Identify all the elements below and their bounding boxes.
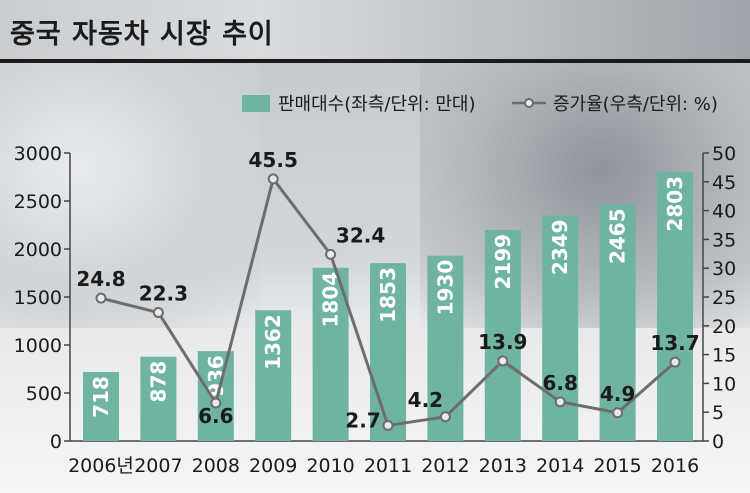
bar-value-label: 1853 [376, 267, 400, 323]
growth-value-label: 32.4 [336, 223, 385, 247]
x-tick-label: 2013 [479, 455, 527, 477]
growth-value-label: 22.3 [139, 282, 188, 306]
legend-bar-swatch [242, 95, 270, 112]
x-tick-label: 2009 [249, 455, 297, 477]
bar [370, 263, 406, 441]
title-banner [0, 0, 750, 62]
growth-value-label: 6.6 [198, 404, 233, 428]
legend: 판매대수(좌측/단위: 만대) 증가율(우측/단위: %) [242, 94, 718, 115]
left-tick-label: 2500 [14, 191, 62, 213]
right-tick-label: 0 [712, 431, 724, 453]
growth-value-label: 45.5 [249, 148, 298, 172]
x-tick-label: 2007 [134, 455, 182, 477]
bar [484, 229, 521, 441]
background-photo-highlight [0, 63, 260, 328]
left-tick-label: 500 [26, 383, 62, 405]
growth-value-label: 13.9 [478, 330, 527, 354]
title-underline [0, 59, 750, 63]
data-labels: 24.8 22.3 6.6 45.5 32.4 2.7 4.2 13.9 6.8 4.9 13.7 [76, 148, 699, 433]
x-tick-label: 2008 [192, 455, 240, 477]
bar [197, 351, 234, 441]
chart-title: 중국 자동차 시장 추이 [10, 19, 274, 50]
growth-point [152, 307, 164, 319]
bar [255, 310, 292, 441]
growth-value-label: 13.7 [650, 331, 699, 355]
left-tick-label: 3000 [14, 143, 62, 165]
right-tick-label: 40 [712, 201, 736, 223]
background-photo-shadow [420, 63, 750, 328]
x-tick-label: 2012 [421, 455, 469, 477]
right-tick-label: 45 [712, 172, 736, 194]
legend-bar-label: 판매대수(좌측/단위: 만대) [278, 94, 476, 115]
growth-value-label: 24.8 [76, 267, 125, 291]
bar [427, 255, 464, 441]
bar-value-label: 2803 [663, 176, 687, 232]
right-tick-label: 30 [712, 258, 736, 280]
bar-value-label: 2465 [606, 208, 630, 264]
left-tick-label: 1500 [14, 287, 62, 309]
right-tick-label: 35 [712, 229, 736, 251]
growth-point [439, 411, 451, 423]
growth-point [497, 355, 509, 367]
x-tick-label: 2014 [536, 455, 584, 477]
right-tick-label: 15 [712, 345, 736, 367]
bar-value-label: 878 [146, 361, 170, 403]
growth-point [95, 292, 107, 304]
bar [312, 267, 349, 441]
growth-point [210, 397, 222, 409]
right-tick-label: 10 [712, 373, 736, 395]
right-tick-label: 50 [712, 143, 736, 165]
left-tick-label: 0 [50, 431, 62, 453]
x-tick-label: 2010 [306, 455, 354, 477]
growth-point [325, 248, 337, 260]
legend-line-marker [524, 98, 534, 108]
left-tick-label: 2000 [14, 239, 62, 261]
axes: 0 500 1000 1500 2000 2500 3000 0 5 10 15 20 25 30 35 40… [14, 143, 737, 477]
growth-line [95, 173, 681, 431]
bar-value-label: 2199 [491, 234, 515, 290]
x-tick-label: 2011 [364, 455, 412, 477]
growth-point [669, 356, 681, 368]
x-tick-label: 2015 [593, 455, 641, 477]
legend-line-label: 증가율(우측/단위: %) [553, 94, 718, 115]
bar-value-label: 1362 [261, 314, 285, 370]
growth-value-label: 6.8 [542, 371, 577, 395]
bar [657, 171, 693, 442]
right-tick-label: 25 [712, 287, 736, 309]
right-tick-label: 5 [712, 402, 724, 424]
growth-point [267, 173, 279, 185]
bar-value-label: 718 [89, 376, 113, 418]
x-tick-label: 2006년 [68, 455, 134, 477]
growth-point [554, 396, 566, 408]
bar [140, 356, 177, 441]
x-tick-label: 2016 [651, 455, 699, 477]
growth-value-label: 4.2 [408, 388, 443, 412]
growth-point [612, 407, 624, 419]
right-tick-label: 20 [712, 316, 736, 338]
growth-value-label: 4.9 [600, 382, 635, 406]
bar-value-label: 1930 [433, 260, 457, 316]
bar-value-label: 2349 [548, 219, 572, 275]
left-tick-label: 1000 [14, 335, 62, 357]
growth-point [382, 419, 394, 431]
bar [83, 372, 119, 441]
growth-value-label: 2.7 [345, 408, 380, 432]
